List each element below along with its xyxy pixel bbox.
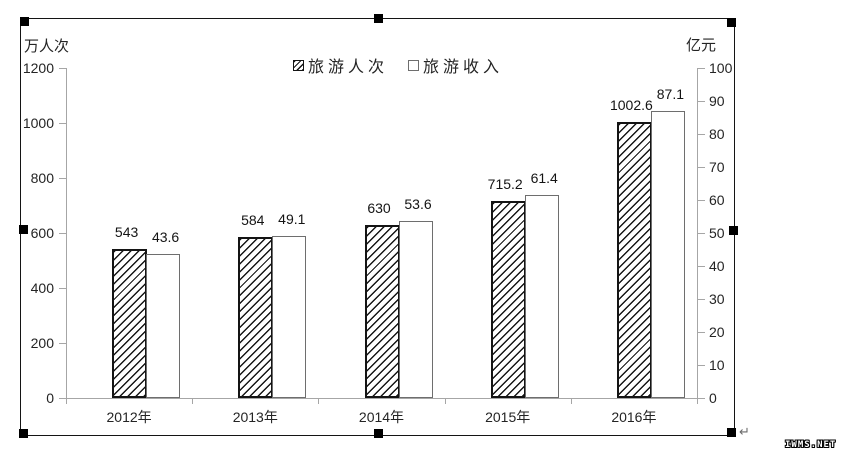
left-axis-tick-label: 1200	[22, 60, 54, 76]
x-axis-tick	[192, 398, 194, 404]
left-axis-tick-label: 400	[30, 280, 54, 296]
left-axis-tick-label: 800	[30, 170, 54, 186]
right-axis-tick-label: 80	[709, 126, 725, 142]
selection-handle-bottom-left[interactable]	[19, 429, 28, 438]
selection-handle-top-right[interactable]	[727, 18, 736, 27]
x-axis-tick	[697, 398, 698, 404]
left-axis-tick-label: 200	[30, 335, 54, 351]
right-axis-tick	[698, 134, 705, 135]
right-axis-tick-label: 20	[709, 324, 725, 340]
x-axis-line	[66, 398, 698, 399]
x-axis-category-label: 2014年	[358, 409, 405, 425]
bar-visits-2013	[238, 237, 274, 398]
left-axis-tick	[59, 123, 66, 124]
bar-revenue-2013	[272, 235, 307, 398]
x-axis-tick	[570, 398, 572, 404]
right-axis-tick-label: 30	[709, 291, 725, 307]
data-label-revenue-2013: 49.1	[278, 210, 306, 227]
right-axis-tick	[698, 167, 705, 168]
right-axis-tick-label: 0	[709, 390, 717, 406]
paragraph-return-mark: ↵	[739, 424, 750, 439]
right-axis-tick-label: 60	[709, 192, 725, 208]
right-axis-tick	[698, 200, 705, 201]
right-axis-tick	[698, 68, 705, 69]
bar-visits-2012	[112, 248, 148, 398]
left-axis-tick-label: 1000	[22, 115, 54, 131]
data-label-visits-2012: 543	[114, 223, 139, 240]
data-label-visits-2014: 630	[367, 199, 391, 216]
right-axis-title: 亿元	[686, 37, 717, 54]
left-axis-tick-label: 0	[46, 390, 54, 406]
right-axis-tick	[698, 332, 705, 333]
bar-revenue-2012	[146, 254, 181, 398]
right-axis-tick	[698, 266, 705, 267]
bar-revenue-2016	[650, 110, 685, 398]
selection-handle-middle-right[interactable]	[729, 226, 738, 235]
x-axis-category-label: 2013年	[232, 409, 278, 425]
legend-item-revenue: 旅游收入	[408, 53, 503, 77]
empty-swatch-icon	[408, 59, 420, 71]
chart-object[interactable]: 万人次 亿元 旅游人次 旅游收入 0 200 400 600 800 1000 1200 0 1…	[20, 18, 735, 436]
left-axis-tick	[59, 398, 66, 399]
left-axis-line	[66, 68, 67, 398]
right-axis-tick-label: 10	[709, 357, 725, 373]
legend-item-visits: 旅游人次	[293, 53, 388, 77]
data-label-visits-2015: 715.2	[487, 176, 523, 193]
selection-handle-bottom-right[interactable]	[727, 428, 736, 437]
bar-revenue-2015	[524, 195, 559, 398]
legend: 旅游人次 旅游收入	[293, 53, 503, 77]
plot-area: 0 200 400 600 800 1000 1200 0 10 20 30 40 50 60 70 80 90…	[21, 19, 734, 435]
data-label-visits-2016: 1002.6	[609, 97, 653, 114]
data-label-revenue-2016: 87.1	[656, 85, 685, 102]
selection-handle-top-left[interactable]	[20, 17, 29, 26]
bar-visits-2016	[616, 122, 652, 398]
x-axis-tick	[66, 398, 67, 404]
legend-label-revenue: 旅游收入	[423, 59, 504, 76]
x-axis-tick	[318, 398, 320, 404]
hatched-swatch-icon	[293, 59, 304, 71]
right-axis-tick	[698, 398, 705, 399]
bar-visits-2014	[364, 224, 400, 398]
data-label-revenue-2012: 43.6	[151, 229, 180, 246]
data-label-revenue-2015: 61.4	[530, 170, 558, 187]
right-axis-tick	[698, 365, 705, 366]
data-label-visits-2013: 584	[241, 212, 265, 229]
x-axis-category-label: 2012年	[106, 409, 152, 425]
left-axis-tick	[59, 68, 66, 69]
left-axis-tick	[59, 288, 66, 289]
legend-label-visits: 旅游人次	[308, 59, 389, 76]
right-axis-tick	[698, 299, 705, 300]
left-axis-tick	[59, 178, 66, 179]
left-axis-tick-label: 600	[30, 225, 54, 241]
left-axis-tick	[59, 233, 66, 234]
data-label-revenue-2014: 53.6	[404, 196, 432, 213]
bar-visits-2015	[490, 201, 526, 398]
right-axis-line	[697, 68, 698, 398]
selection-handle-top-center[interactable]	[374, 14, 383, 23]
left-axis-tick	[59, 343, 66, 344]
selection-handle-middle-left[interactable]	[19, 225, 28, 234]
x-axis-tick	[444, 398, 446, 404]
x-axis-category-label: 2016年	[611, 409, 657, 425]
left-axis-title: 万人次	[24, 38, 70, 55]
selection-handle-bottom-center[interactable]	[374, 429, 383, 438]
bar-revenue-2014	[398, 221, 433, 398]
x-axis-category-label: 2015年	[485, 409, 531, 425]
right-axis-tick-label: 40	[709, 258, 725, 274]
right-axis-tick	[698, 101, 705, 102]
right-axis-tick-label: 50	[709, 225, 725, 241]
right-axis-tick-label: 70	[709, 159, 725, 175]
right-axis-tick-label: 100	[709, 60, 733, 76]
watermark: IWMS.NET	[785, 440, 837, 450]
right-axis-tick-label: 90	[709, 93, 725, 109]
right-axis-tick	[698, 233, 705, 234]
